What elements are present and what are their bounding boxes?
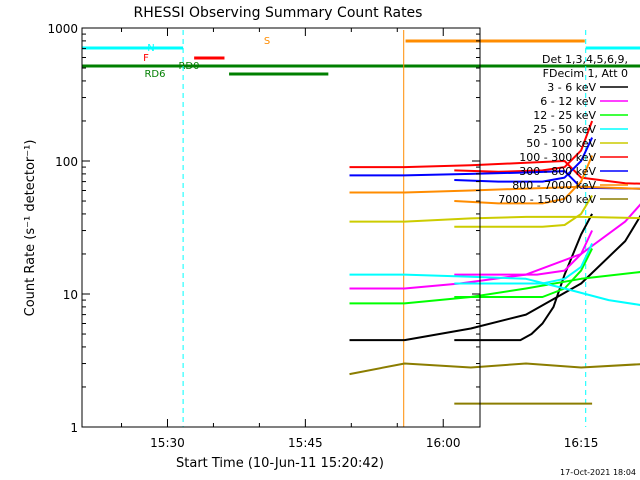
series-line-2-segment-0 (349, 271, 640, 305)
series-line-4-segment-1 (454, 194, 593, 228)
legend-entry-label: 50 - 100 keV (526, 137, 596, 150)
x-tick-label: 15:45 (288, 436, 323, 450)
series-line-7-segment-0 (349, 185, 640, 194)
y-tick-label: 100 (55, 155, 78, 169)
chart-title: RHESSI Observing Summary Count Rates (134, 5, 423, 21)
marker-label-rd6: RD6 (144, 69, 165, 80)
series-line-6-segment-1 (454, 137, 594, 183)
legend-entry-label: 6 - 12 keV (540, 95, 596, 108)
legend: Det 1,3,4,5,6,9,FDecim 1, Att 03 - 6 keV… (498, 53, 628, 206)
legend-entry-label: 3 - 6 keV (547, 81, 596, 94)
legend-entry-label: 25 - 50 keV (533, 123, 596, 136)
legend-entry-label: 800 - 7000 keV (512, 179, 596, 192)
series-line-5-segment-1 (454, 120, 594, 173)
marker-label-n: N (147, 43, 154, 54)
series-line-5-segment-0 (349, 160, 640, 185)
x-tick-label: 16:15 (564, 436, 599, 450)
y-tick-label: 1000 (47, 22, 78, 36)
instrument-markers: NF RD0 RD6 S (82, 36, 640, 80)
legend-entry-label: 12 - 25 keV (533, 109, 596, 122)
y-axis-label: Count Rate (s⁻¹ detector⁻¹) (23, 140, 38, 317)
legend-header-line: FDecim 1, Att 0 (543, 67, 628, 80)
x-tick-label: 16:00 (426, 436, 461, 450)
series-line-7-segment-1 (454, 155, 594, 205)
plot-frame (81, 27, 481, 428)
series-line-0-segment-0 (349, 214, 640, 342)
footer-timestamp: 17-Oct-2021 18:04 (560, 468, 636, 477)
legend-entry-label: 7000 - 15000 keV (498, 193, 596, 206)
series-line-0-segment-1 (454, 213, 593, 342)
legend-entry-label: 300 - 800 keV (519, 165, 596, 178)
x-tick-label: 15:30 (150, 436, 185, 450)
series-line-2-segment-1 (454, 248, 593, 298)
series-line-6-segment-0 (349, 170, 640, 190)
y-tick-label: 10 (63, 288, 78, 302)
legend-header-line: Det 1,3,4,5,6,9, (542, 53, 628, 66)
y-tick-label: 1 (70, 421, 78, 435)
boundary-lines (182, 30, 587, 427)
x-axis-label: Start Time (10-Jun-11 15:20:42) (176, 456, 384, 471)
series-lines (349, 120, 640, 405)
marker-label-rd0: RD0 (178, 61, 199, 72)
y-axis: 1 10 100 1000 (47, 22, 480, 435)
series-line-4-segment-0 (349, 215, 640, 223)
series-line-1-segment-1 (454, 230, 594, 276)
series-line-3-segment-1 (454, 242, 594, 285)
series-line-8-segment-0 (349, 362, 640, 376)
legend-entry-label: 100 - 300 keV (519, 151, 596, 164)
marker-label-f: F (143, 53, 149, 64)
marker-label-s: S (264, 36, 270, 47)
series-line-3-segment-0 (349, 273, 640, 306)
